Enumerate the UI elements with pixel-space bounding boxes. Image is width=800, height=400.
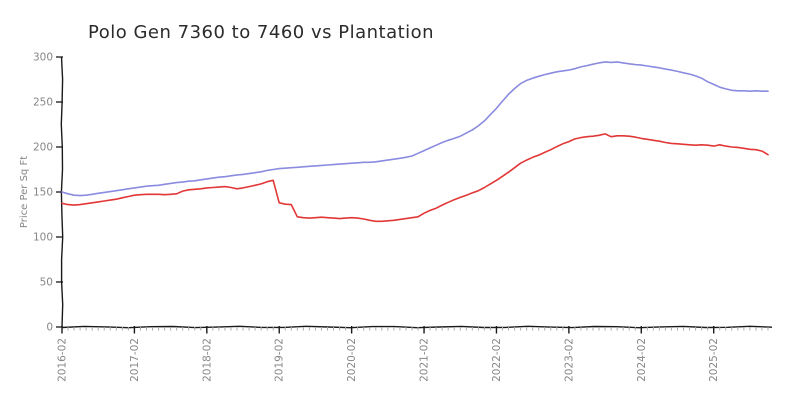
x-tick-label: 2017-02 — [129, 338, 141, 382]
x-tick-label: 2022-02 — [491, 338, 503, 382]
x-tick-label: 2025-02 — [708, 338, 720, 382]
y-tick-label: 200 — [33, 142, 53, 154]
x-tick-label: 2016-02 — [57, 338, 69, 382]
x-tick-label: 2023-02 — [563, 338, 575, 382]
y-axis-label: Price Per Sq Ft — [19, 156, 30, 228]
y-tick-label: 50 — [40, 277, 53, 289]
x-tick-label: 2021-02 — [419, 338, 431, 382]
y-tick-label: 0 — [46, 322, 53, 334]
y-tick-label: 250 — [33, 97, 53, 109]
x-tick-label: 2024-02 — [636, 338, 648, 382]
chart-title: Polo Gen 7360 to 7460 vs Plantation — [88, 22, 435, 43]
y-tick-label: 300 — [33, 52, 53, 64]
y-tick-label: 150 — [33, 187, 53, 199]
y-tick-label: 100 — [33, 232, 53, 244]
x-tick-label: 2020-02 — [346, 338, 358, 382]
red-line-series — [61, 133, 769, 223]
x-tick-label: 2018-02 — [201, 338, 213, 382]
blue-line-series — [61, 61, 769, 197]
x-tick-label: 2019-02 — [274, 338, 286, 382]
